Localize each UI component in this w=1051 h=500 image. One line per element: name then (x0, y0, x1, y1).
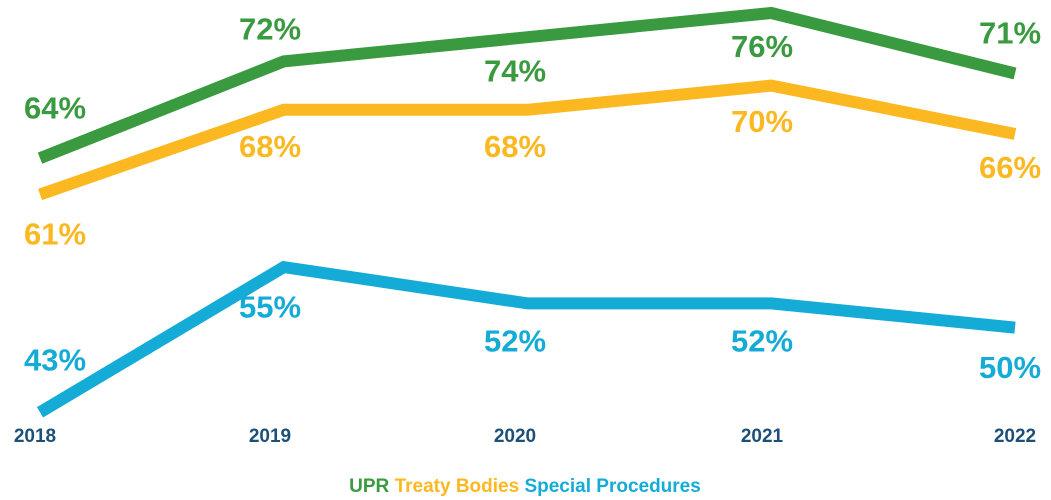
data-label: 64% (24, 90, 86, 125)
data-label: 72% (239, 12, 301, 47)
line-series (38, 79, 1017, 201)
x-tick-label: 2020 (494, 426, 536, 447)
x-tick-label: 2019 (249, 426, 291, 447)
data-label: 68% (239, 129, 301, 164)
data-label: 66% (979, 150, 1041, 185)
legend-entry: Treaty Bodies (395, 476, 520, 497)
data-label: 43% (24, 342, 86, 377)
line-series (36, 260, 1016, 418)
data-label: 74% (484, 53, 546, 88)
legend-entry: Special Procedures (524, 476, 700, 497)
data-label: 50% (979, 350, 1041, 385)
x-tick-label: 2022 (994, 426, 1036, 447)
data-label: 55% (239, 289, 301, 324)
line-series (37, 6, 1017, 164)
data-label: 52% (731, 324, 793, 359)
data-label: 52% (484, 324, 546, 359)
data-label: 76% (731, 29, 793, 64)
data-label: 70% (731, 104, 793, 139)
data-label: 71% (979, 16, 1041, 51)
data-label: 61% (24, 217, 86, 252)
x-tick-label: 2021 (741, 426, 784, 447)
data-label: 68% (484, 129, 546, 164)
legend-entry: UPR (349, 476, 389, 497)
legend: UPR Treaty Bodies Special Procedures (349, 476, 701, 497)
x-tick-label: 2018 (14, 426, 56, 447)
